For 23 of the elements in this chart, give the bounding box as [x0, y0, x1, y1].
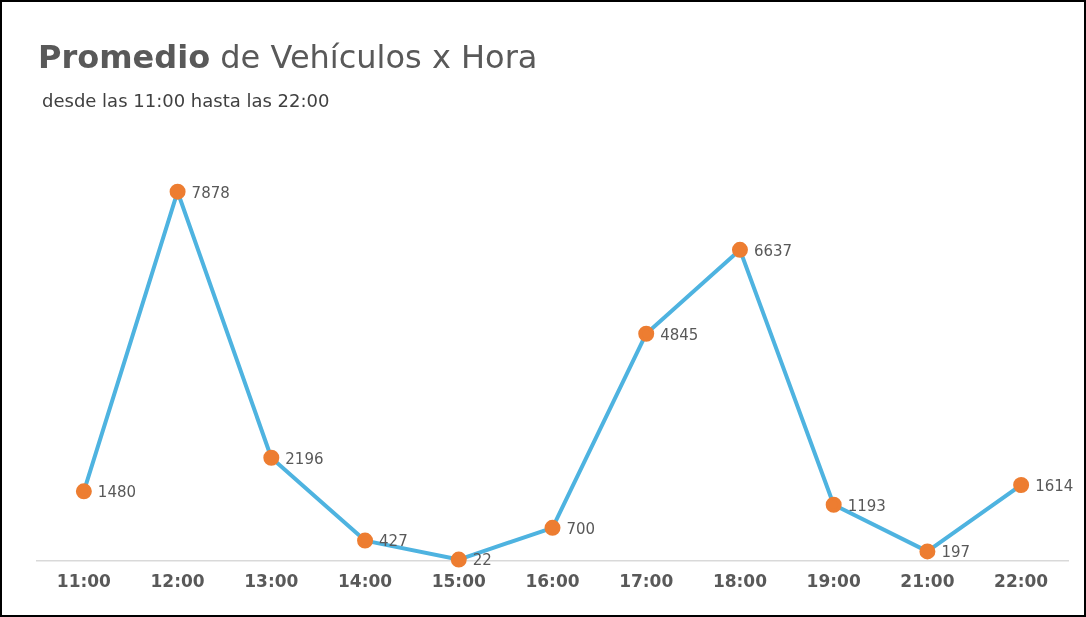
x-tick-label: 22:00 — [994, 571, 1049, 592]
x-tick-label: 15:00 — [431, 571, 486, 592]
data-label: 4845 — [660, 325, 699, 344]
data-label: 197 — [941, 543, 971, 562]
x-tick-label: 16:00 — [525, 571, 580, 592]
data-label: 1614 — [1035, 476, 1074, 495]
x-tick-label: 14:00 — [337, 571, 393, 592]
data-label: 1193 — [847, 496, 886, 515]
x-tick-label: 17:00 — [619, 571, 674, 592]
x-tick-label: 11:00 — [56, 571, 112, 592]
data-label: 1480 — [97, 483, 137, 502]
data-label: 7878 — [191, 183, 230, 202]
x-tick-label: 12:00 — [150, 571, 205, 592]
x-tick-label: 18:00 — [712, 571, 768, 592]
x-tick-label: 21:00 — [900, 571, 955, 592]
chart-subtitle: desde las 11:00 hasta las 22:00 — [42, 90, 330, 111]
data-label: 2196 — [285, 449, 324, 468]
chart-title: Promedio de Vehículos x Hora — [38, 38, 538, 76]
data-label: 700 — [566, 519, 596, 538]
data-label: 22 — [472, 551, 492, 570]
x-tick-label: 13:00 — [244, 571, 299, 592]
x-tick-label: 19:00 — [806, 571, 861, 592]
data-label: 6637 — [753, 241, 793, 260]
